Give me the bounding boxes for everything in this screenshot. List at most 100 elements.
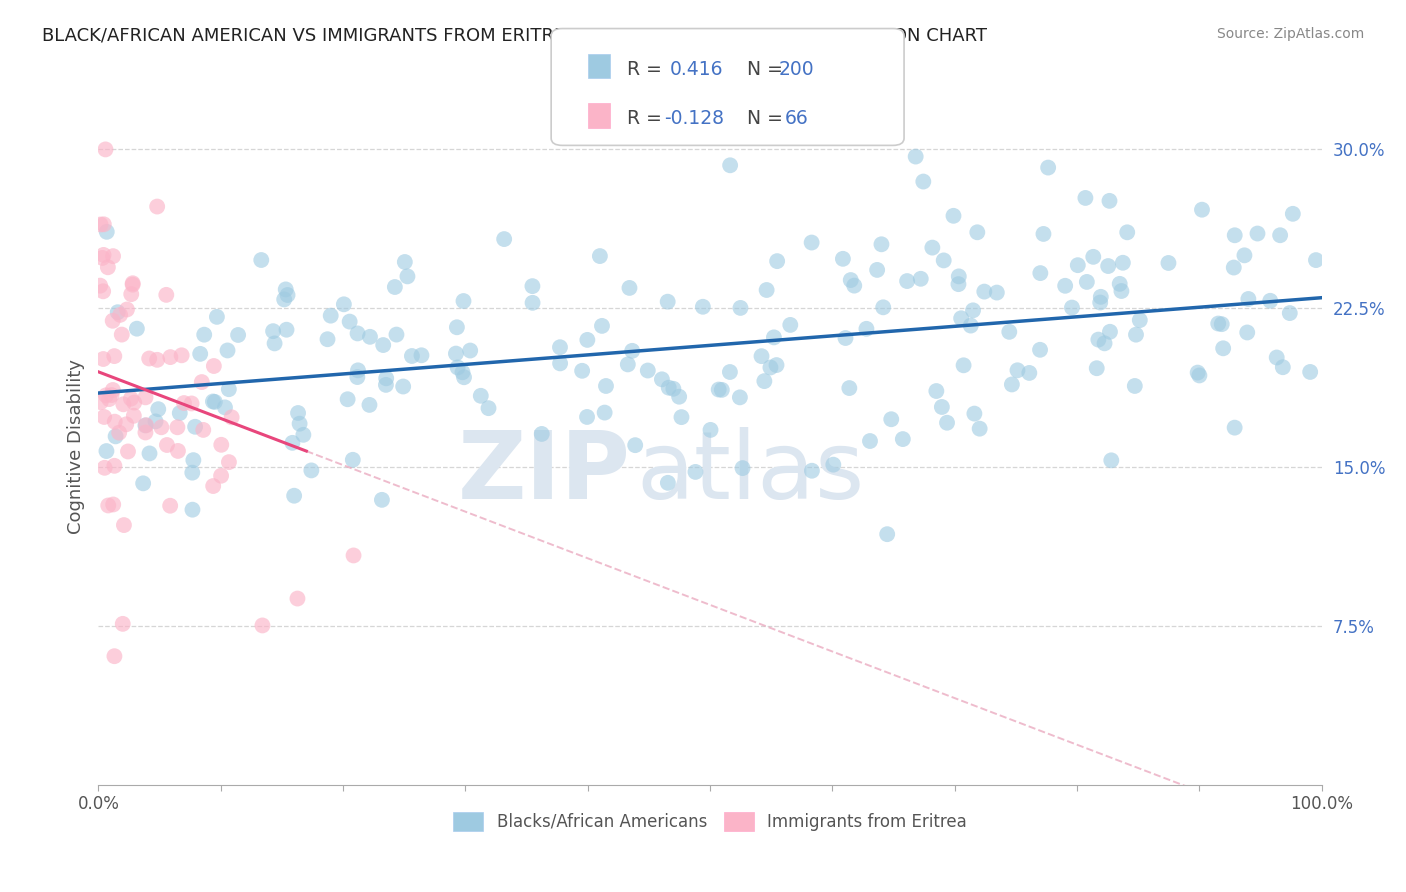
Point xyxy=(453,293,475,308)
Point xyxy=(834,331,856,345)
Text: N =: N = xyxy=(747,109,783,128)
Point xyxy=(193,423,215,437)
Point xyxy=(1112,256,1135,270)
Point xyxy=(336,392,359,407)
Point xyxy=(931,400,953,414)
Y-axis label: Cognitive Disability: Cognitive Disability xyxy=(66,359,84,533)
Point xyxy=(299,463,322,477)
Point xyxy=(866,263,889,277)
Point xyxy=(276,323,298,337)
Point xyxy=(576,409,599,424)
Point xyxy=(986,285,1008,300)
Point xyxy=(1187,366,1209,380)
Point xyxy=(117,444,139,458)
Point xyxy=(209,468,232,483)
Point xyxy=(1237,292,1260,306)
Point xyxy=(138,446,160,460)
Point xyxy=(1087,333,1109,347)
Point xyxy=(169,406,191,420)
Point xyxy=(765,358,787,372)
Point xyxy=(571,364,593,378)
Point xyxy=(751,349,773,363)
Point xyxy=(374,377,396,392)
Point xyxy=(94,143,117,157)
Point xyxy=(932,253,955,268)
Text: 200: 200 xyxy=(779,60,814,79)
Point xyxy=(122,409,145,423)
Point xyxy=(205,310,228,324)
Point xyxy=(710,383,733,397)
Point xyxy=(731,461,754,475)
Point xyxy=(188,347,211,361)
Point xyxy=(1299,365,1322,379)
Point xyxy=(530,426,553,441)
Text: 0.416: 0.416 xyxy=(669,60,723,79)
Point xyxy=(658,381,681,395)
Point xyxy=(904,150,927,164)
Point xyxy=(576,333,599,347)
Point xyxy=(451,365,474,379)
Point xyxy=(621,343,644,358)
Point xyxy=(1246,227,1268,241)
Point xyxy=(839,273,862,287)
Point xyxy=(373,338,395,352)
Point xyxy=(1191,202,1213,217)
Point xyxy=(973,285,995,299)
Point xyxy=(93,460,115,475)
Point xyxy=(209,438,232,452)
Point xyxy=(201,394,224,409)
Point xyxy=(91,351,114,366)
Point xyxy=(97,499,120,513)
Point xyxy=(159,350,181,364)
Point xyxy=(184,419,207,434)
Point xyxy=(728,390,751,404)
Point xyxy=(411,348,433,362)
Point xyxy=(1029,343,1052,357)
Point xyxy=(668,390,690,404)
Point xyxy=(347,363,370,377)
Point xyxy=(1223,260,1246,275)
Point xyxy=(959,318,981,333)
Point xyxy=(339,315,361,329)
Point xyxy=(115,417,138,432)
Point xyxy=(156,438,179,452)
Point xyxy=(1085,361,1108,376)
Point xyxy=(394,255,416,269)
Point xyxy=(112,518,135,533)
Point xyxy=(401,349,423,363)
Point xyxy=(718,365,741,379)
Point xyxy=(148,402,170,417)
Point xyxy=(93,217,115,231)
Point xyxy=(138,351,160,366)
Point xyxy=(891,432,914,446)
Point xyxy=(1094,336,1116,351)
Point xyxy=(707,383,730,397)
Point xyxy=(762,330,785,344)
Point xyxy=(1123,379,1146,393)
Point xyxy=(120,392,142,406)
Point xyxy=(624,438,647,452)
Point xyxy=(662,382,685,396)
Point xyxy=(823,458,845,472)
Point xyxy=(342,452,364,467)
Point xyxy=(591,318,613,333)
Point xyxy=(1188,368,1211,383)
Point xyxy=(281,435,304,450)
Point xyxy=(936,416,959,430)
Point xyxy=(333,297,356,311)
Point xyxy=(101,383,124,397)
Point xyxy=(96,444,118,458)
Point xyxy=(103,349,125,363)
Point xyxy=(617,358,640,372)
Point xyxy=(173,396,195,410)
Point xyxy=(146,200,169,214)
Point xyxy=(470,389,492,403)
Point xyxy=(346,326,368,341)
Point xyxy=(637,363,659,377)
Point xyxy=(218,382,240,396)
Point xyxy=(145,414,167,428)
Point xyxy=(385,327,408,342)
Point xyxy=(718,158,741,172)
Point xyxy=(218,455,240,469)
Point xyxy=(832,252,855,266)
